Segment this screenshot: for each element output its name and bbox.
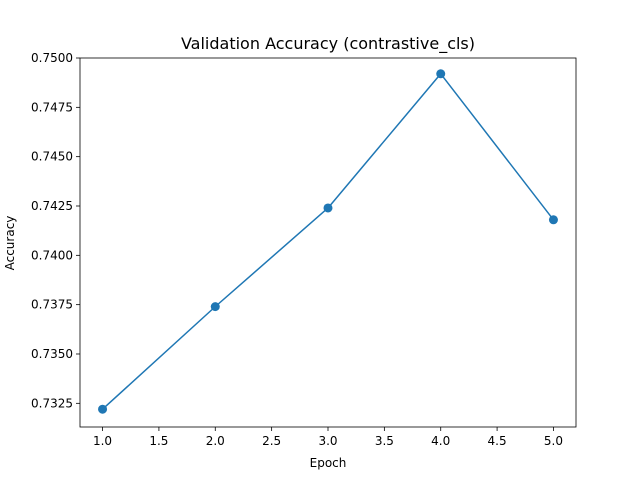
x-tick-label: 5.0 — [544, 434, 563, 448]
x-tick-label: 3.0 — [318, 434, 337, 448]
x-tick-label: 1.0 — [93, 434, 112, 448]
data-point — [210, 302, 220, 312]
chart-title: Validation Accuracy (contrastive_cls) — [181, 34, 475, 54]
y-tick-label: 0.7325 — [31, 396, 73, 410]
x-tick-label: 1.5 — [149, 434, 168, 448]
x-tick-label: 4.5 — [488, 434, 507, 448]
data-point — [98, 404, 108, 414]
data-point — [436, 69, 446, 79]
y-tick-label: 0.7500 — [31, 51, 73, 65]
y-tick-label: 0.7475 — [31, 100, 73, 114]
y-axis-label: Accuracy — [3, 216, 17, 271]
data-point — [548, 215, 558, 225]
x-tick-label: 2.0 — [206, 434, 225, 448]
data-point — [323, 203, 333, 213]
y-tick-label: 0.7375 — [31, 298, 73, 312]
x-axis-label: Epoch — [310, 456, 347, 470]
plot-area: 1.0 1.5 2.0 2.5 3.0 3.5 4.0 4.5 5.0 0.7325 0.7350 0… — [31, 51, 577, 448]
x-tick-label: 2.5 — [262, 434, 281, 448]
y-tick-label: 0.7400 — [31, 248, 73, 262]
x-tick-label: 3.5 — [375, 434, 394, 448]
y-tick-label: 0.7350 — [31, 347, 73, 361]
x-tick-label: 4.0 — [431, 434, 450, 448]
y-tick-label: 0.7425 — [31, 199, 73, 213]
y-tick-label: 0.7450 — [31, 150, 73, 164]
